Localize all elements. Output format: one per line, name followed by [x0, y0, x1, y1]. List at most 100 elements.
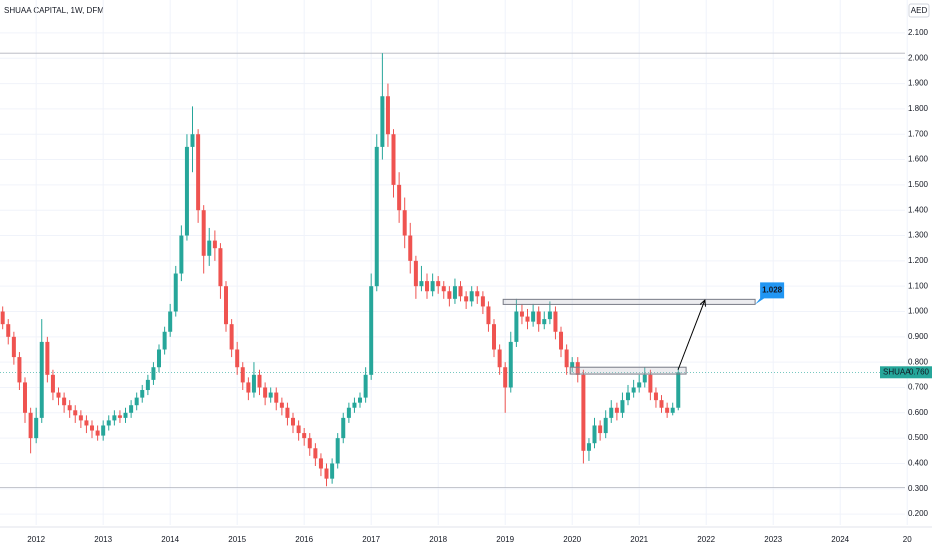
y-tick-label: 0.800 — [908, 357, 929, 366]
candle-body — [179, 235, 184, 274]
chart-title: SHUAA CAPITAL, 1W, DFM — [4, 6, 104, 15]
candle-body — [586, 443, 591, 451]
candle-body — [145, 379, 150, 391]
zone — [502, 298, 756, 305]
candle-body — [62, 397, 67, 406]
candle-body — [559, 331, 564, 350]
candle-body — [302, 433, 307, 439]
candle-body — [324, 468, 329, 479]
candle-body — [173, 273, 178, 312]
candle-body — [196, 134, 201, 211]
candle-body — [620, 400, 625, 413]
candle-body — [614, 407, 619, 413]
candle-body — [430, 281, 435, 292]
candle-body — [531, 311, 536, 322]
candle-body — [212, 240, 217, 249]
candle-body — [106, 420, 111, 426]
currency: AED — [911, 6, 928, 15]
candle-body — [363, 374, 368, 398]
candle-body — [184, 146, 189, 236]
candle-body — [525, 316, 530, 322]
x-tick-label: 2012 — [27, 535, 45, 544]
candle-body — [285, 407, 290, 418]
candle-body — [497, 349, 502, 368]
price-symbol: SHUAA — [883, 367, 911, 376]
y-tick-label: 2.100 — [908, 28, 929, 37]
candle-body — [480, 296, 485, 307]
y-tick-label: 1.800 — [908, 104, 929, 113]
candle-body — [670, 407, 675, 413]
candle-body — [402, 210, 407, 236]
candle-body — [22, 382, 27, 413]
candle-body — [101, 425, 106, 436]
x-tick-label: 2023 — [764, 535, 782, 544]
candle-body — [648, 374, 653, 393]
candle-body — [6, 324, 11, 337]
candle-body — [575, 362, 580, 375]
candle-body — [676, 372, 681, 408]
candle-body — [469, 291, 474, 302]
candle-body — [391, 134, 396, 185]
candle-body — [84, 420, 89, 426]
candle-body — [609, 407, 614, 418]
y-tick-label: 1.500 — [908, 180, 929, 189]
candle-body — [140, 390, 145, 398]
candle-body — [542, 319, 547, 325]
y-tick-label: 1.000 — [908, 307, 929, 316]
x-tick-label: 2014 — [161, 535, 179, 544]
x-tick-label: 2015 — [228, 535, 246, 544]
candle-body — [229, 324, 234, 350]
candle-body — [318, 458, 323, 469]
candle-body — [385, 96, 390, 135]
candle-body — [162, 331, 167, 350]
candle-body — [151, 367, 156, 380]
candle-body — [0, 311, 5, 325]
candle-body — [486, 306, 491, 325]
candle-body — [134, 397, 139, 406]
candle-body — [251, 374, 256, 393]
candle-body — [441, 286, 446, 292]
candle-body — [352, 402, 357, 408]
x-tick-label: 2013 — [94, 535, 112, 544]
candle-body — [631, 387, 636, 393]
candle-body — [274, 392, 279, 403]
candle-body — [592, 425, 597, 444]
callout-label: 1.028 — [762, 286, 783, 295]
candle-body — [464, 296, 469, 302]
candle-body — [112, 415, 117, 421]
candle-body — [452, 286, 457, 299]
candle-body — [508, 341, 513, 388]
x-tick-label: 2024 — [831, 535, 849, 544]
candle-body — [190, 134, 195, 147]
candle-body — [223, 286, 228, 325]
candle-body — [50, 374, 55, 393]
candle-body — [201, 210, 206, 256]
candle-body — [296, 425, 301, 434]
currency-box — [908, 3, 930, 18]
x-tick-label: 20 — [903, 535, 912, 544]
y-tick-label: 1.100 — [908, 281, 929, 290]
candle-body — [369, 286, 374, 375]
candle-body — [335, 438, 340, 464]
candle-body — [637, 382, 642, 388]
x-tick-label: 2019 — [496, 535, 514, 544]
x-tick-label: 2016 — [295, 535, 313, 544]
candle-body — [257, 374, 262, 388]
candle-body — [581, 374, 586, 451]
candle-body — [129, 405, 134, 413]
y-tick-label: 0.900 — [908, 332, 929, 341]
candle-body — [240, 367, 245, 383]
candle-body — [168, 311, 173, 332]
candle-body — [279, 402, 284, 408]
candle-body — [598, 425, 603, 434]
candle-body — [570, 362, 575, 368]
candle-body — [156, 349, 161, 368]
candle-body — [246, 382, 251, 393]
arrow — [677, 300, 705, 370]
candle-body — [503, 367, 508, 388]
y-tick-label: 0.600 — [908, 408, 929, 417]
candle-body — [73, 410, 78, 416]
candle-body — [380, 96, 385, 147]
